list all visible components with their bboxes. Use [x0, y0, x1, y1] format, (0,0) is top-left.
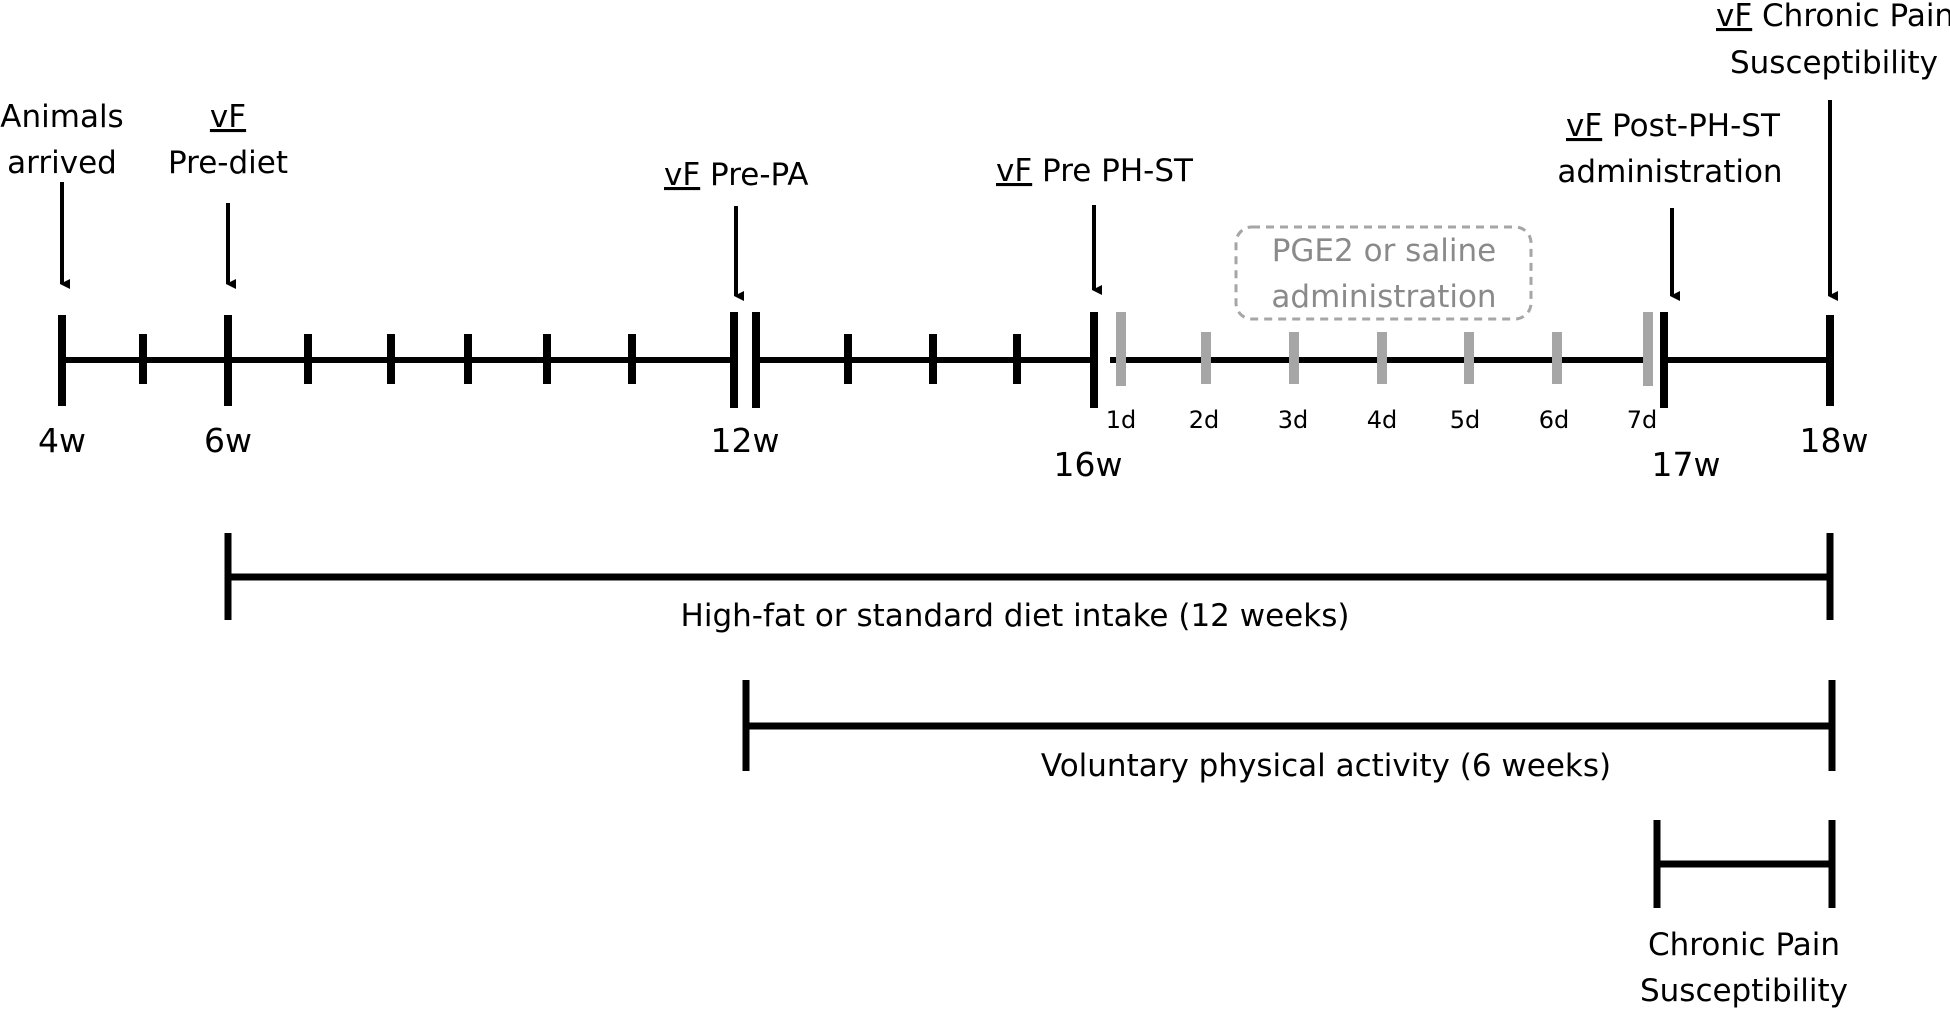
week-label-12w: 12w — [711, 421, 780, 460]
label-post-phst-line1: vF Post-PH-ST — [1566, 108, 1781, 144]
day-label-7d: 7d — [1627, 406, 1658, 434]
minor-ticks — [139, 334, 1021, 384]
label-pre-pa: vF Pre-PA — [664, 157, 808, 193]
day-label-6d: 6d — [1539, 406, 1570, 434]
label-pre-pa-rest: Pre-PA — [700, 157, 808, 193]
arrows — [60, 100, 1838, 301]
label-pre-phst: vF Pre PH-ST — [996, 153, 1194, 189]
pge2-box-line2: administration — [1271, 279, 1496, 315]
label-arrived-line2: arrived — [7, 145, 117, 181]
day-label-3d: 3d — [1278, 406, 1309, 434]
day-ticks — [1116, 312, 1653, 386]
day-label-2d: 2d — [1189, 406, 1220, 434]
label-pre-diet-line2: Pre-diet — [168, 145, 288, 181]
week-label-6w: 6w — [204, 421, 252, 460]
label-arrived-line1: Animals — [0, 99, 123, 135]
day-label-5d: 5d — [1450, 406, 1481, 434]
label-post-phst-rest: Post-PH-ST — [1602, 108, 1781, 144]
pge2-box-line1: PGE2 or saline — [1272, 233, 1497, 269]
day-label-1d: 1d — [1106, 406, 1137, 434]
activity-period-bar — [742, 680, 1836, 771]
label-pre-diet-vf: vF — [210, 99, 246, 135]
day-label-4d: 4d — [1367, 406, 1398, 434]
label-pre-pa-vf: vF — [664, 157, 700, 193]
pge2-box — [1234, 225, 1533, 321]
week-label-18w: 18w — [1800, 421, 1869, 460]
label-pre-phst-rest: Pre PH-ST — [1032, 153, 1194, 189]
diet-period-label: High-fat or standard diet intake (12 wee… — [681, 598, 1350, 634]
activity-period-label: Voluntary physical activity (6 weeks) — [1041, 748, 1611, 784]
label-post-phst-vf: vF — [1566, 108, 1602, 144]
diet-period-bar — [224, 533, 1834, 620]
label-post-phst-line2: administration — [1557, 154, 1782, 190]
week-label-17w: 17w — [1652, 445, 1721, 484]
week-label-16w: 16w — [1054, 445, 1123, 484]
label-pre-phst-vf: vF — [996, 153, 1032, 189]
label-chronic-line2: Susceptibility — [1730, 45, 1938, 81]
major-ticks — [58, 312, 1834, 408]
week-label-4w: 4w — [38, 421, 86, 460]
label-chronic-line1: vF Chronic Pain — [1716, 0, 1950, 34]
pain-period-bar — [1653, 820, 1836, 908]
label-chronic-rest: Chronic Pain — [1752, 0, 1950, 34]
pain-period-label-line1: Chronic Pain — [1648, 927, 1840, 963]
label-chronic-vf: vF — [1716, 0, 1752, 34]
pain-period-label-line2: Susceptibility — [1640, 973, 1848, 1009]
